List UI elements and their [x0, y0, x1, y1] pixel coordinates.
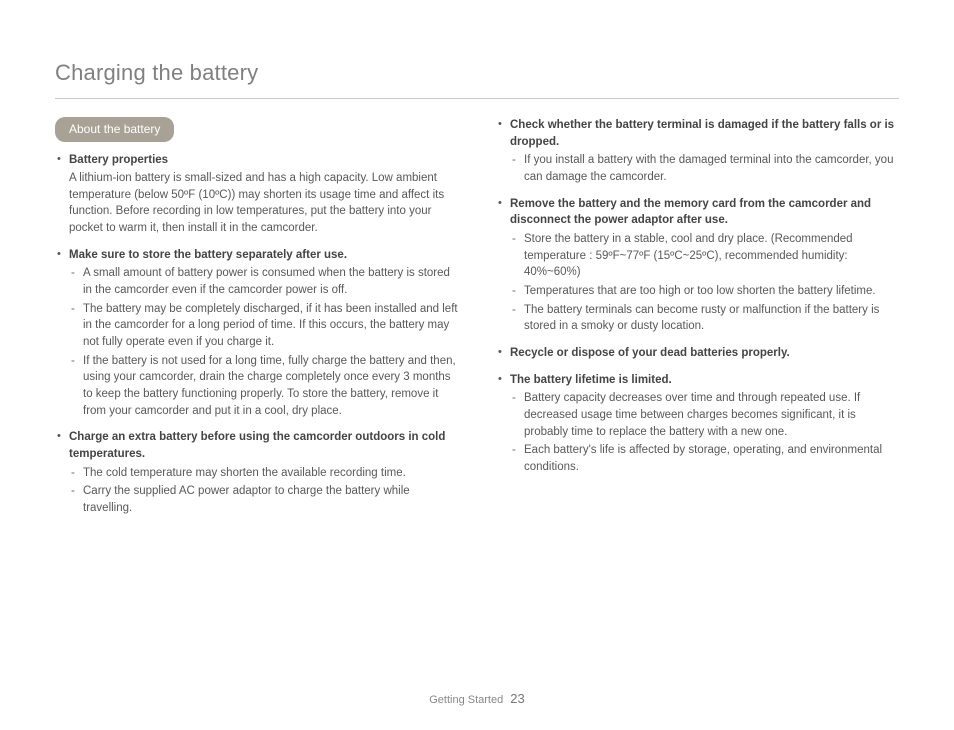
list-item: Battery properties A lithium-ion battery… [55, 152, 458, 236]
sub-item: Temperatures that are too high or too lo… [510, 283, 899, 300]
list-item: The battery lifetime is limited. Battery… [496, 372, 899, 476]
page-number: 23 [510, 691, 524, 706]
right-list: Check whether the battery terminal is da… [496, 117, 899, 476]
list-item: Check whether the battery terminal is da… [496, 117, 899, 186]
sub-item: Store the battery in a stable, cool and … [510, 231, 899, 281]
title-divider [55, 98, 899, 99]
sub-item: If the battery is not used for a long ti… [69, 353, 458, 420]
sub-item: Battery capacity decreases over time and… [510, 390, 899, 440]
sub-list: A small amount of battery power is consu… [69, 265, 458, 419]
list-item: Make sure to store the battery separatel… [55, 247, 458, 420]
list-item: Recycle or dispose of your dead batterie… [496, 345, 899, 362]
item-head: Charge an extra battery before using the… [69, 431, 445, 460]
content-columns: About the battery Battery properties A l… [55, 117, 899, 527]
sub-item: The battery may be completely discharged… [69, 301, 458, 351]
left-list: Battery properties A lithium-ion battery… [55, 152, 458, 516]
list-item: Charge an extra battery before using the… [55, 429, 458, 516]
left-column: About the battery Battery properties A l… [55, 117, 458, 527]
sub-list: The cold temperature may shorten the ava… [69, 465, 458, 517]
sub-list: Battery capacity decreases over time and… [510, 390, 899, 475]
list-item: Remove the battery and the memory card f… [496, 196, 899, 335]
sub-item: If you install a battery with the damage… [510, 152, 899, 185]
item-head: Make sure to store the battery separatel… [69, 249, 347, 261]
sub-item: Each battery's life is affected by stora… [510, 442, 899, 475]
footer-section-label: Getting Started [429, 694, 503, 706]
section-pill: About the battery [55, 117, 174, 142]
sub-item: The battery terminals can become rusty o… [510, 302, 899, 335]
item-head: Remove the battery and the memory card f… [510, 198, 871, 227]
item-head: The battery lifetime is limited. [510, 374, 672, 386]
sub-item: The cold temperature may shorten the ava… [69, 465, 458, 482]
right-column: Check whether the battery terminal is da… [496, 117, 899, 527]
sub-item: Carry the supplied AC power adaptor to c… [69, 483, 458, 516]
page-footer: Getting Started 23 [0, 691, 954, 706]
item-body: A lithium-ion battery is small-sized and… [69, 170, 458, 237]
page-title: Charging the battery [55, 60, 899, 86]
item-head: Battery properties [69, 154, 168, 166]
sub-item: A small amount of battery power is consu… [69, 265, 458, 298]
item-head: Check whether the battery terminal is da… [510, 119, 894, 148]
sub-list: If you install a battery with the damage… [510, 152, 899, 185]
item-head: Recycle or dispose of your dead batterie… [510, 347, 790, 359]
sub-list: Store the battery in a stable, cool and … [510, 231, 899, 335]
